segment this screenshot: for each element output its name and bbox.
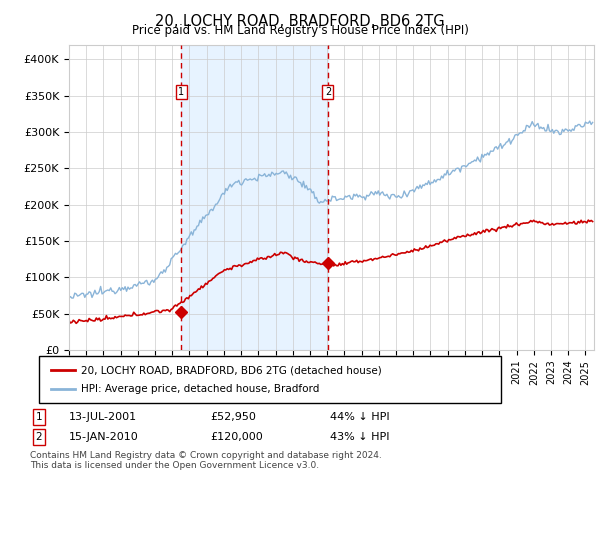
Text: 1: 1 — [35, 412, 43, 422]
Text: 20, LOCHY ROAD, BRADFORD, BD6 2TG (detached house): 20, LOCHY ROAD, BRADFORD, BD6 2TG (detac… — [81, 365, 382, 375]
Bar — [181, 45, 328, 350]
Text: Price paid vs. HM Land Registry's House Price Index (HPI): Price paid vs. HM Land Registry's House … — [131, 24, 469, 37]
Text: £120,000: £120,000 — [210, 432, 263, 442]
Text: 1: 1 — [178, 87, 184, 97]
Text: 44% ↓ HPI: 44% ↓ HPI — [330, 412, 389, 422]
Text: 43% ↓ HPI: 43% ↓ HPI — [330, 432, 389, 442]
Text: 13-JUL-2001: 13-JUL-2001 — [69, 412, 137, 422]
Text: £52,950: £52,950 — [210, 412, 256, 422]
Text: HPI: Average price, detached house, Bradford: HPI: Average price, detached house, Brad… — [81, 384, 319, 394]
Text: Contains HM Land Registry data © Crown copyright and database right 2024.
This d: Contains HM Land Registry data © Crown c… — [30, 451, 382, 470]
Text: 15-JAN-2010: 15-JAN-2010 — [69, 432, 139, 442]
Text: 20, LOCHY ROAD, BRADFORD, BD6 2TG: 20, LOCHY ROAD, BRADFORD, BD6 2TG — [155, 14, 445, 29]
Text: 2: 2 — [325, 87, 331, 97]
Text: 2: 2 — [35, 432, 43, 442]
